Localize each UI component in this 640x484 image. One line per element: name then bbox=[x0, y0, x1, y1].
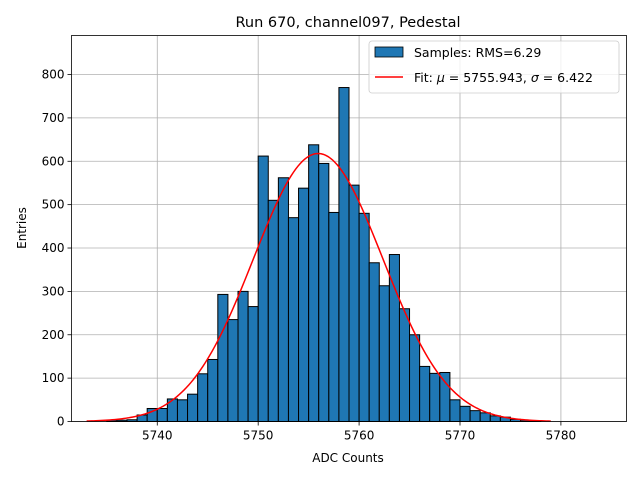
histogram-bar bbox=[440, 372, 450, 421]
y-tick-label: 700 bbox=[42, 111, 65, 125]
x-tick-label: 5760 bbox=[344, 429, 375, 443]
x-tick-label: 5750 bbox=[243, 429, 274, 443]
y-tick-label: 400 bbox=[42, 241, 65, 255]
histogram-bar bbox=[177, 400, 187, 422]
histogram-bar bbox=[359, 213, 369, 421]
y-axis-label: Entries bbox=[15, 207, 29, 249]
histogram-bar bbox=[369, 263, 379, 422]
histogram-bar bbox=[379, 286, 389, 422]
histogram-bar bbox=[349, 185, 359, 421]
histogram-bar bbox=[258, 156, 268, 421]
y-tick-label: 100 bbox=[42, 371, 65, 385]
legend-label-histogram: Samples: RMS=6.29 bbox=[414, 45, 541, 60]
x-tick-label: 5780 bbox=[546, 429, 577, 443]
histogram-bar bbox=[218, 294, 228, 421]
legend-label-fit: Fit: μ = 5755.943, σ = 6.422 bbox=[414, 70, 593, 85]
x-axis-label: ADC Counts bbox=[312, 451, 384, 465]
histogram-bar bbox=[450, 400, 460, 422]
histogram-bar bbox=[198, 374, 208, 422]
histogram-bar bbox=[399, 309, 409, 422]
x-tick-label: 5740 bbox=[142, 429, 173, 443]
histogram-bar bbox=[299, 188, 309, 421]
histogram-bar bbox=[268, 200, 278, 421]
histogram-bar bbox=[288, 218, 298, 422]
x-tick-label: 5770 bbox=[445, 429, 476, 443]
y-tick-label: 500 bbox=[42, 198, 65, 212]
histogram-bar bbox=[420, 366, 430, 421]
y-tick-label: 300 bbox=[42, 284, 65, 298]
histogram-bar bbox=[470, 411, 480, 422]
y-tick-label: 0 bbox=[57, 415, 65, 429]
legend-swatch-histogram bbox=[375, 47, 403, 57]
histogram-bar bbox=[309, 145, 319, 422]
histogram-bar bbox=[157, 408, 167, 421]
histogram-bar bbox=[329, 212, 339, 421]
y-tick-label: 200 bbox=[42, 328, 65, 342]
histogram-bar bbox=[430, 373, 440, 421]
histogram-bar bbox=[278, 178, 288, 422]
histogram-bar bbox=[248, 307, 258, 422]
histogram-bar bbox=[238, 291, 248, 421]
x-axis-ticks: 5740 5750 5760 5770 5780 bbox=[142, 422, 576, 443]
y-axis-ticks: 0 100 200 300 400 500 600 700 800 bbox=[42, 68, 72, 429]
histogram-bar bbox=[208, 359, 218, 421]
histogram-bar bbox=[410, 335, 420, 422]
histogram-bar bbox=[188, 394, 198, 421]
y-tick-label: 800 bbox=[42, 68, 65, 82]
histogram-bar bbox=[228, 320, 238, 422]
chart-title: Run 670, channel097, Pedestal bbox=[235, 15, 460, 31]
legend: Samples: RMS=6.29 Fit: μ = 5755.943, σ =… bbox=[369, 41, 619, 93]
histogram-bar bbox=[339, 88, 349, 422]
y-tick-label: 600 bbox=[42, 154, 65, 168]
histogram-bar bbox=[319, 163, 329, 421]
histogram-bars bbox=[107, 88, 541, 422]
histogram-bar bbox=[460, 406, 470, 421]
histogram-bar bbox=[480, 413, 490, 422]
